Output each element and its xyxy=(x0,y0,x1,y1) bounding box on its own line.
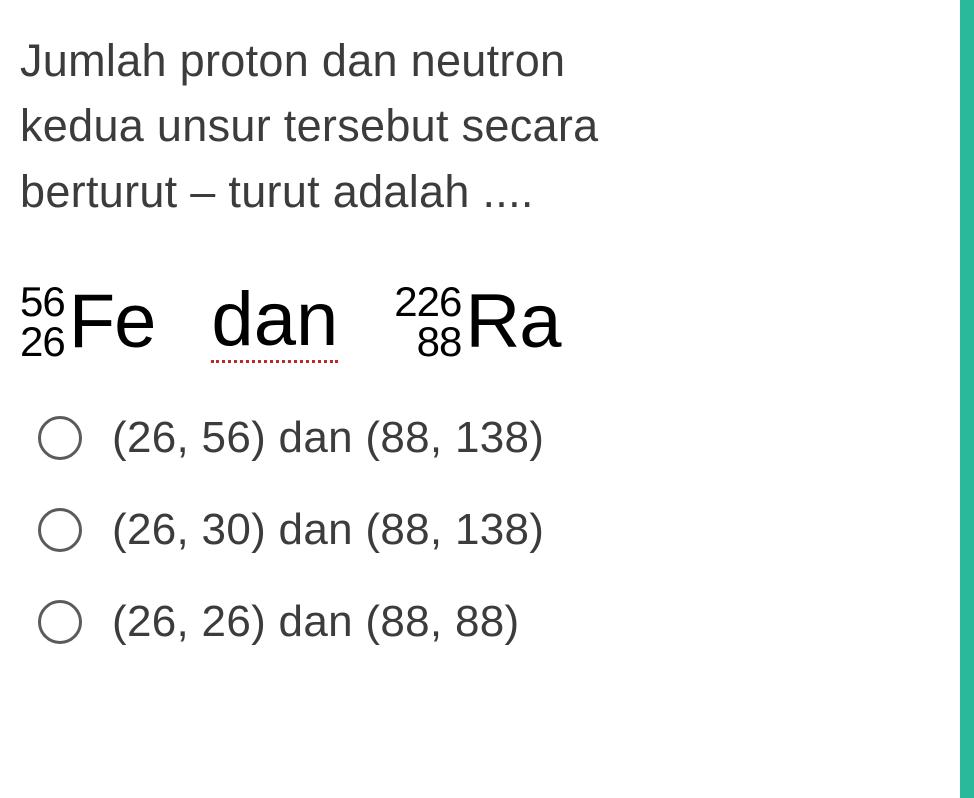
options-list: (26, 56) dan (88, 138) (26, 30) dan (88,… xyxy=(20,413,940,647)
isotope-ra-symbol: Ra xyxy=(465,284,560,360)
isotope-fe-atomic: 26 xyxy=(20,322,65,362)
isotope-fe: 56 26 Fe xyxy=(20,282,155,362)
connector-dan: dan xyxy=(211,282,338,363)
isotope-fe-symbol: Fe xyxy=(69,284,156,360)
radio-icon[interactable] xyxy=(38,600,82,644)
question-line-3: berturut – turut adalah .... xyxy=(20,166,534,217)
formula-row: 56 26 Fe dan 226 88 Ra xyxy=(20,282,940,363)
isotope-fe-prescript: 56 26 xyxy=(20,282,65,362)
isotope-fe-mass: 56 xyxy=(20,282,65,322)
option-1-label: (26, 56) dan (88, 138) xyxy=(112,413,544,463)
question-line-1: Jumlah proton dan neutron xyxy=(20,35,565,86)
isotope-ra-mass: 226 xyxy=(394,282,461,322)
radio-icon[interactable] xyxy=(38,416,82,460)
radio-icon[interactable] xyxy=(38,508,82,552)
option-2[interactable]: (26, 30) dan (88, 138) xyxy=(38,505,940,555)
question-card: Jumlah proton dan neutron kedua unsur te… xyxy=(0,0,960,798)
question-line-2: kedua unsur tersebut secara xyxy=(20,100,598,151)
option-3[interactable]: (26, 26) dan (88, 88) xyxy=(38,597,940,647)
isotope-ra-prescript: 226 88 xyxy=(394,282,461,362)
accent-side-bar xyxy=(960,0,974,798)
option-3-label: (26, 26) dan (88, 88) xyxy=(112,597,519,647)
isotope-ra-atomic: 88 xyxy=(417,322,462,362)
isotope-ra: 226 88 Ra xyxy=(394,282,560,362)
question-text: Jumlah proton dan neutron kedua unsur te… xyxy=(20,28,940,224)
option-2-label: (26, 30) dan (88, 138) xyxy=(112,505,544,555)
option-1[interactable]: (26, 56) dan (88, 138) xyxy=(38,413,940,463)
